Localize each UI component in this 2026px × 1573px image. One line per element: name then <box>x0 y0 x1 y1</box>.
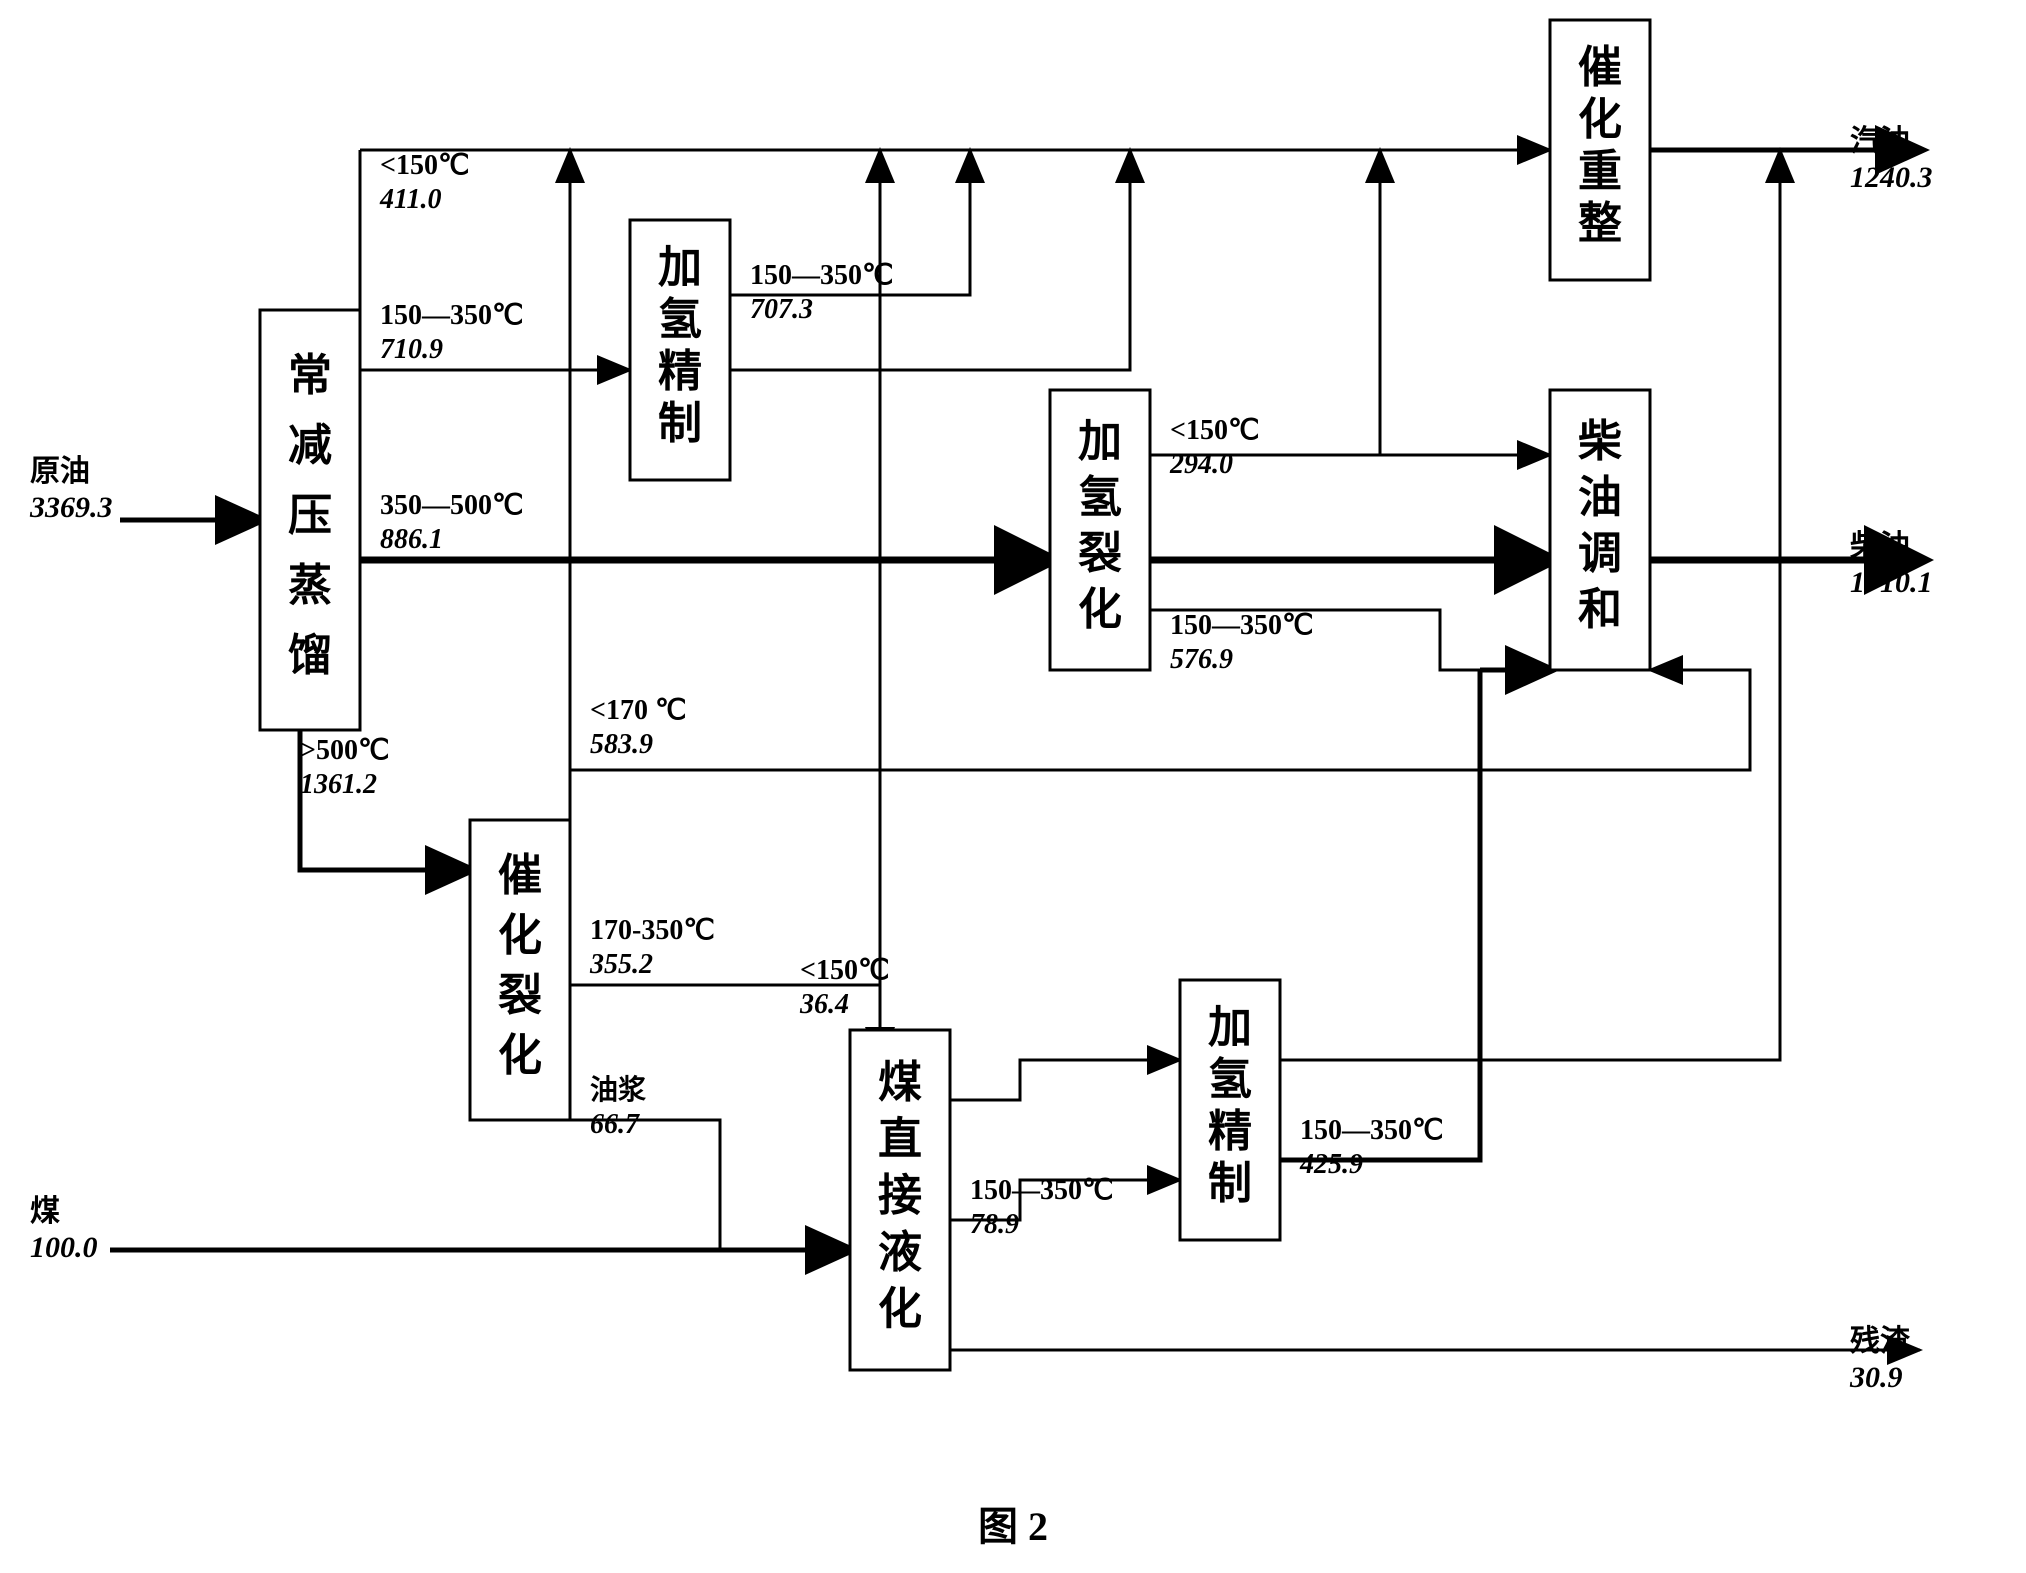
label-h1-line-1: 707.3 <box>750 294 813 325</box>
label-crude-line-1: 3369.3 <box>29 491 113 524</box>
flowchart-canvas: 常减压蒸馏加氢精制加氢裂化催化重整柴油调和催化裂化煤直接液化加氢精制 原油336… <box>0 0 2026 1573</box>
node-reform-char-3: 整 <box>1578 199 1622 248</box>
node-hydroref2-char-2: 精 <box>1208 1107 1252 1156</box>
label-f2-line-0: 170-350℃ <box>590 915 715 946</box>
node-fcc-char-3: 化 <box>498 1031 542 1080</box>
label-cl2-line-0: 150—350℃ <box>970 1175 1113 1206</box>
node-hydrocrk-char-3: 化 <box>1078 585 1122 634</box>
label-d2-line-0: 150—350℃ <box>380 300 523 331</box>
label-gasoline-line-0: 汽油 <box>1850 125 1910 158</box>
node-dieselbl-char-1: 油 <box>1578 473 1622 522</box>
label-gasoline-line-1: 1240.3 <box>1850 161 1933 194</box>
label-hc2-line-0: 150—350℃ <box>1170 610 1313 641</box>
node-reform-char-1: 化 <box>1578 95 1622 144</box>
edge-12 <box>570 670 1750 770</box>
node-dieselbl-char-2: 调 <box>1578 529 1622 578</box>
label-cl2-line-1: 78.9 <box>970 1209 1019 1240</box>
node-hydrocrk: 加氢裂化 <box>1050 390 1150 670</box>
node-coalliq-char-1: 直 <box>878 1114 922 1163</box>
label-d3-line-1: 886.1 <box>380 524 443 555</box>
label-d4-line-1: 1361.2 <box>300 769 377 800</box>
node-distill-char-2: 压 <box>288 491 332 540</box>
node-coalliq-char-2: 接 <box>878 1171 922 1220</box>
node-reform-char-0: 催 <box>1578 43 1622 92</box>
node-hydroref1-char-0: 加 <box>658 243 702 292</box>
label-f1-line-1: 583.9 <box>590 729 653 760</box>
node-fcc: 催化裂化 <box>470 820 570 1120</box>
label-d1-line-0: <150℃ <box>380 150 469 181</box>
edge-21 <box>1280 670 1480 1160</box>
label-h1-line-0: 150—350℃ <box>750 260 893 291</box>
node-dieselbl-char-0: 柴 <box>1578 417 1622 466</box>
node-hydroref2-char-3: 制 <box>1208 1159 1252 1208</box>
label-d2-line-1: 710.9 <box>380 334 443 365</box>
label-d1-line-1: 411.0 <box>379 184 441 215</box>
label-f3-line-1: 66.7 <box>590 1109 640 1140</box>
node-reform: 催化重整 <box>1550 20 1650 280</box>
node-dieselbl-char-3: 和 <box>1578 585 1622 634</box>
label-d3-line-0: 350—500℃ <box>380 490 523 521</box>
label-f2-line-1: 355.2 <box>589 949 653 980</box>
edge-22 <box>1280 150 1780 1060</box>
node-hydroref1-char-2: 精 <box>658 347 702 396</box>
node-hydroref1: 加氢精制 <box>630 220 730 480</box>
label-hr2-line-0: 150—350℃ <box>1300 1115 1443 1146</box>
node-coalliq-char-3: 液 <box>878 1228 922 1277</box>
label-d4-line-0: >500℃ <box>300 735 389 766</box>
node-hydrocrk-char-2: 裂 <box>1078 529 1122 578</box>
label-cl1-line-1: 36.4 <box>799 989 849 1020</box>
node-distill-char-0: 常 <box>288 351 332 400</box>
node-hydrocrk-char-1: 氢 <box>1078 473 1122 522</box>
node-fcc-char-0: 催 <box>498 851 542 900</box>
node-hydroref2: 加氢精制 <box>1180 980 1280 1240</box>
label-residue-line-1: 30.9 <box>1849 1361 1903 1394</box>
label-cl1-line-0: <150℃ <box>800 955 889 986</box>
node-coalliq: 煤直接液化 <box>850 1030 950 1370</box>
node-distill: 常减压蒸馏 <box>260 310 360 730</box>
node-reform-char-2: 重 <box>1578 147 1622 196</box>
label-coal-line-0: 煤 <box>30 1195 60 1228</box>
label-residue-line-0: 残渣 <box>1850 1325 1911 1358</box>
label-diesel-line-1: 1710.1 <box>1850 566 1933 599</box>
node-distill-char-1: 减 <box>288 421 332 470</box>
label-diesel-line-0: 柴油 <box>1850 530 1910 563</box>
label-crude-line-0: 原油 <box>30 455 90 488</box>
label-f3-line-0: 油浆 <box>590 1073 647 1106</box>
node-hydroref2-char-0: 加 <box>1208 1003 1252 1052</box>
node-coalliq-char-0: 煤 <box>878 1058 922 1107</box>
figure-caption: 图 2 <box>978 1504 1048 1549</box>
node-coalliq-char-4: 化 <box>878 1284 922 1333</box>
node-fcc-char-2: 裂 <box>498 971 542 1020</box>
label-hc1-line-1: 294.0 <box>1169 449 1233 480</box>
node-hydrocrk-char-0: 加 <box>1078 417 1122 466</box>
label-hc1-line-0: <150℃ <box>1170 415 1259 446</box>
label-f1-line-0: <170 ℃ <box>590 695 686 726</box>
label-hr2-line-1: 425.9 <box>1299 1149 1363 1180</box>
node-dieselbl: 柴油调和 <box>1550 390 1650 670</box>
label-hc2-line-1: 576.9 <box>1170 644 1233 675</box>
node-fcc-char-1: 化 <box>498 911 542 960</box>
node-hydroref1-char-1: 氢 <box>658 295 702 344</box>
node-distill-char-3: 蒸 <box>288 561 332 610</box>
node-hydroref1-char-3: 制 <box>658 399 702 448</box>
node-hydroref2-char-1: 氢 <box>1208 1055 1252 1104</box>
node-distill-char-4: 馏 <box>288 631 332 680</box>
edge-9 <box>1150 150 1380 455</box>
edge-19 <box>950 1060 1180 1100</box>
label-coal-line-1: 100.0 <box>30 1231 98 1264</box>
